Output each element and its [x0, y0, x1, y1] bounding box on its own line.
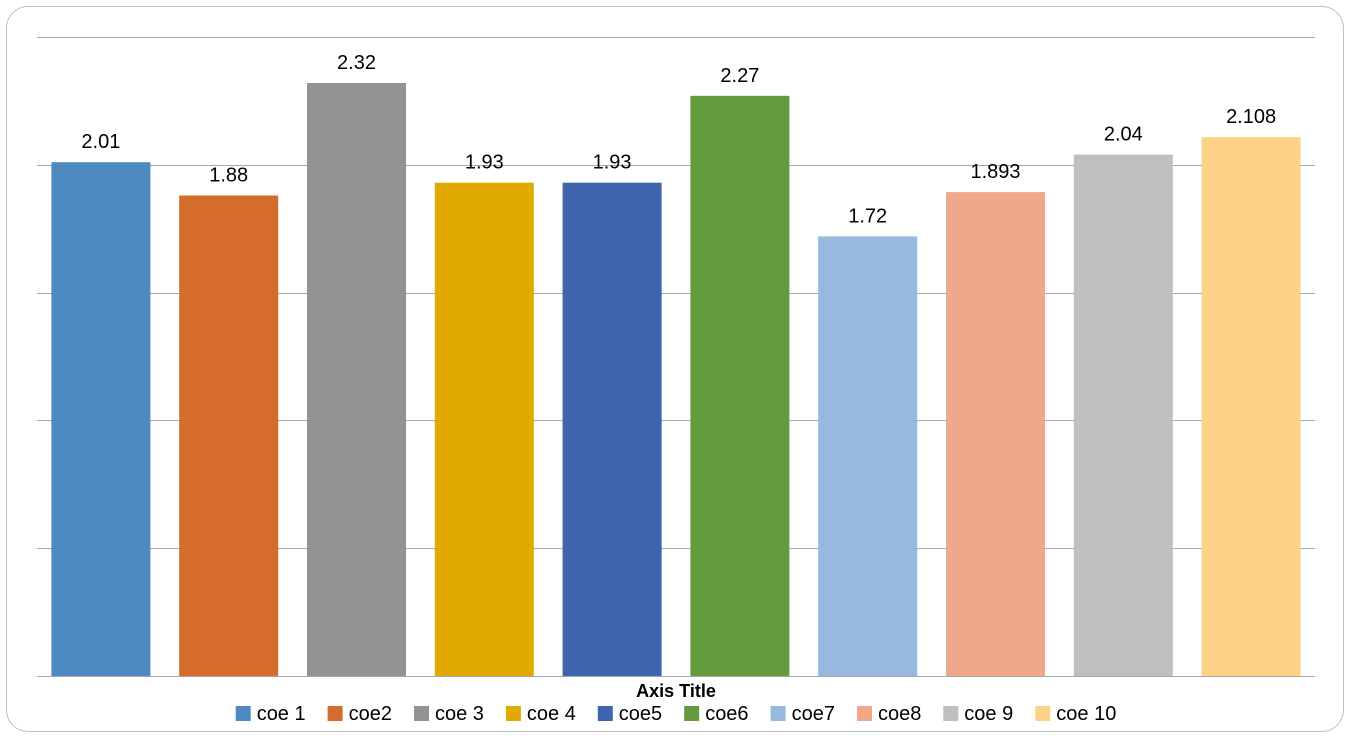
legend-label-9: coe 9	[964, 703, 1013, 725]
legend-item-7: coe7	[770, 703, 835, 725]
data-labels: 2.01 1.88 2.32 1.93 1.93 2.27 1.72 1.893 2.04 2.1…	[81, 52, 1276, 227]
bar-9	[1073, 154, 1173, 677]
legend-swatch-7	[770, 706, 786, 721]
legend-swatch-4	[505, 706, 521, 721]
data-label-5: 1.93	[593, 152, 632, 174]
data-label-1: 2.01	[81, 131, 120, 153]
legend-item-2: coe2	[327, 703, 392, 725]
bar-3	[307, 83, 406, 676]
data-label-6: 2.27	[720, 65, 759, 87]
legend-label-3: coe 3	[435, 703, 484, 725]
legend-swatch-10	[1035, 706, 1051, 721]
bar-10	[1201, 137, 1301, 676]
legend-label-5: coe5	[619, 703, 662, 725]
legend-swatch-6	[684, 706, 700, 721]
bar-1	[51, 162, 151, 676]
legend-label-6: coe6	[705, 703, 748, 725]
legend-item-3: coe 3	[414, 703, 484, 725]
data-label-3: 2.32	[337, 52, 376, 74]
legend-item-1: coe 1	[235, 703, 306, 725]
legend-swatch-9	[943, 706, 959, 721]
legend-swatch-2	[327, 706, 343, 721]
bar-7	[818, 236, 918, 676]
legend-swatch-8	[857, 706, 872, 721]
legend-swatch-3	[414, 706, 429, 721]
legend-swatch-5	[597, 706, 613, 721]
bar-6	[690, 95, 790, 677]
bar-5	[562, 182, 662, 676]
legend-item-8: coe8	[857, 703, 921, 725]
data-label-2: 1.88	[209, 165, 248, 187]
legend-label-2: coe2	[349, 703, 392, 725]
data-label-10: 2.108	[1226, 106, 1276, 128]
bars	[51, 83, 1301, 677]
legend-item-10: coe 10	[1035, 703, 1116, 725]
data-label-7: 1.72	[848, 205, 887, 227]
legend-item-4: coe 4	[505, 703, 576, 725]
legend-label-8: coe8	[878, 703, 921, 725]
bar-8	[946, 192, 1045, 676]
legend-swatch-1	[235, 706, 251, 721]
bar-4	[434, 182, 534, 676]
bar-2	[179, 195, 279, 676]
legend-item-9: coe 9	[943, 703, 1013, 725]
data-label-8: 1.893	[970, 161, 1020, 183]
legend-label-10: coe 10	[1056, 703, 1116, 725]
legend-item-6: coe6	[684, 703, 749, 725]
legend-label-4: coe 4	[527, 703, 576, 725]
legend-label-7: coe7	[792, 703, 835, 725]
legend-label-1: coe 1	[257, 703, 306, 725]
legend-item-5: coe5	[597, 703, 662, 725]
data-label-4: 1.93	[465, 152, 504, 174]
x-axis-title: Axis Title	[636, 681, 716, 701]
data-label-9: 2.04	[1104, 124, 1143, 146]
legend: coe 1 coe2 coe 3 coe 4 coe5 coe6 coe7 coe8 coe 9…	[235, 703, 1116, 725]
